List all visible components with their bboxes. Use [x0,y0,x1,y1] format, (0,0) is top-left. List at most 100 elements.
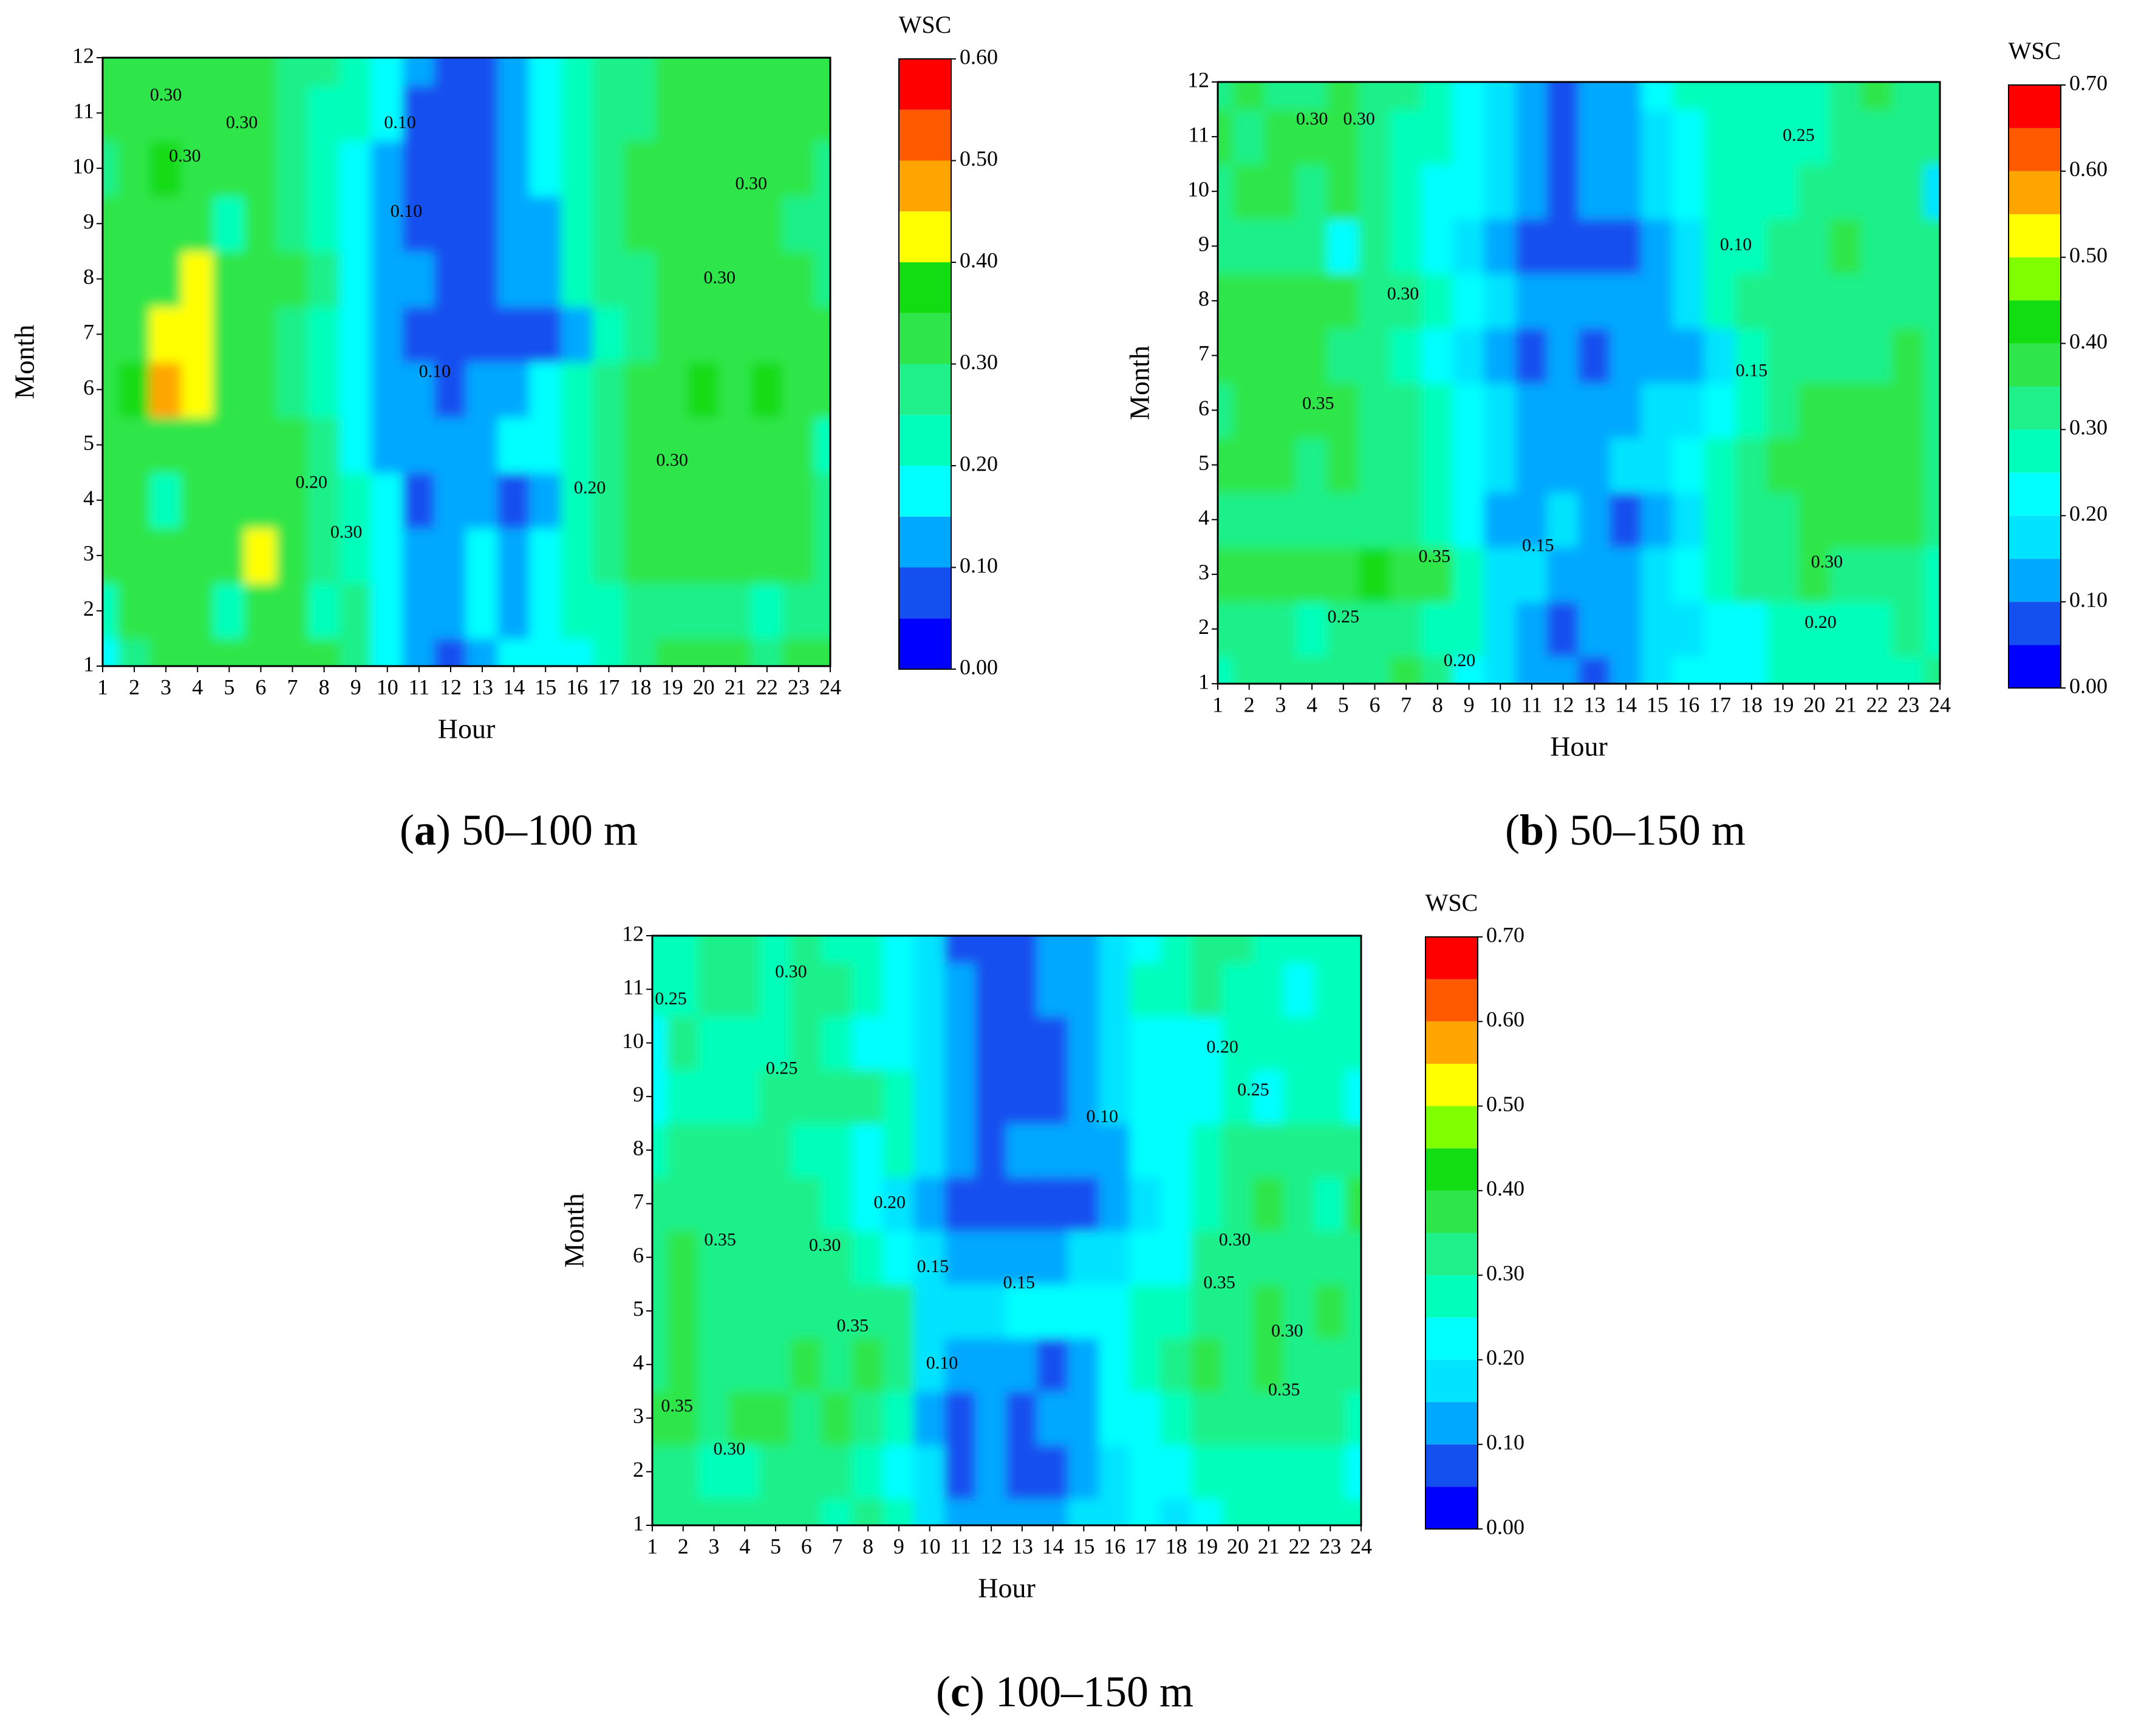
cell [402,58,435,86]
cell [1578,82,1611,111]
cell [1358,491,1391,548]
x-tick-label: 20 [1227,1534,1249,1558]
cell [759,1015,792,1071]
contour-label: 0.30 [1219,1230,1251,1250]
y-tick-label: 6 [1198,396,1209,420]
cell [975,1444,1008,1499]
cell [561,527,594,584]
cell [466,195,499,252]
cell [561,250,594,307]
cell [750,582,784,639]
colorbar-band [899,160,951,212]
colorbar-tick-label: 0.70 [1486,922,1524,947]
cell [944,1176,977,1231]
cell [592,58,626,86]
cell [1640,327,1674,384]
colorbar-tick-label: 0.00 [960,655,998,679]
cell [655,582,689,639]
cell [1421,82,1454,111]
cell [1452,327,1486,384]
contour-label: 0.30 [703,267,736,287]
cell [913,1122,946,1178]
cell [370,527,404,584]
cell [852,1283,884,1339]
cell [1860,546,1894,602]
cell [213,84,246,141]
cell [1358,327,1391,384]
cell [1190,1069,1223,1124]
cell [687,417,720,474]
cell [402,195,435,252]
cell [181,582,214,639]
y-tick-label: 9 [83,209,94,234]
cell [434,195,467,252]
cell [1546,218,1580,274]
cell [592,361,626,418]
cell [1232,273,1266,329]
cell [852,1122,884,1178]
x-tick-label: 11 [409,675,430,699]
cell [1735,546,1768,602]
cell [1283,936,1316,964]
colorbar-tick-label: 0.40 [960,248,998,272]
cell [1515,163,1548,220]
contour-label: 0.35 [1203,1273,1235,1293]
cell [1515,109,1548,165]
cell [1766,382,1800,438]
y-tick-label: 3 [1198,560,1209,584]
cell [624,582,657,639]
cell [149,195,183,252]
cell [276,417,309,474]
cell [1264,273,1297,329]
cell [759,1337,792,1392]
cell [561,195,594,252]
cell [466,638,499,666]
cell [149,472,183,529]
cell [1314,1497,1347,1525]
cell [1390,163,1423,220]
cell [1924,382,1940,438]
cell [1098,1283,1131,1339]
cell [181,472,214,529]
x-tick-label: 5 [1338,692,1349,717]
cell [624,638,657,666]
cell [1766,273,1800,329]
x-tick-label: 14 [503,675,525,699]
cell [1160,1497,1192,1525]
cell [1190,1283,1223,1339]
x-tick-label: 4 [1306,692,1317,717]
cell [1314,1444,1347,1499]
contour-label: 0.35 [1302,393,1334,413]
cell [728,936,761,964]
cell [1218,655,1234,684]
cell [1232,655,1266,684]
cell [1190,1337,1223,1392]
contour-label: 0.35 [1268,1380,1300,1400]
x-tick-label: 9 [893,1534,904,1558]
cell [1640,218,1674,274]
cell [728,1230,761,1285]
x-tick-label: 20 [693,675,715,699]
x-tick-label: 14 [1615,692,1637,717]
cell [1484,437,1517,493]
contour-label: 0.25 [1328,607,1360,627]
cell [652,1176,669,1231]
cell [1735,437,1768,493]
cell [497,527,531,584]
cell [1829,82,1862,111]
cell [1264,82,1297,111]
cell [1098,936,1131,964]
cell [529,250,562,307]
cell [1314,1283,1347,1339]
cell [497,195,531,252]
cell [103,140,120,197]
cell [1221,936,1254,964]
cell [1358,655,1391,684]
cell [402,250,435,307]
cell [149,58,183,86]
cell [1390,491,1423,548]
y-tick-label: 4 [633,1350,644,1374]
cell [276,638,309,666]
cell [1358,601,1391,657]
cell [1358,546,1391,602]
